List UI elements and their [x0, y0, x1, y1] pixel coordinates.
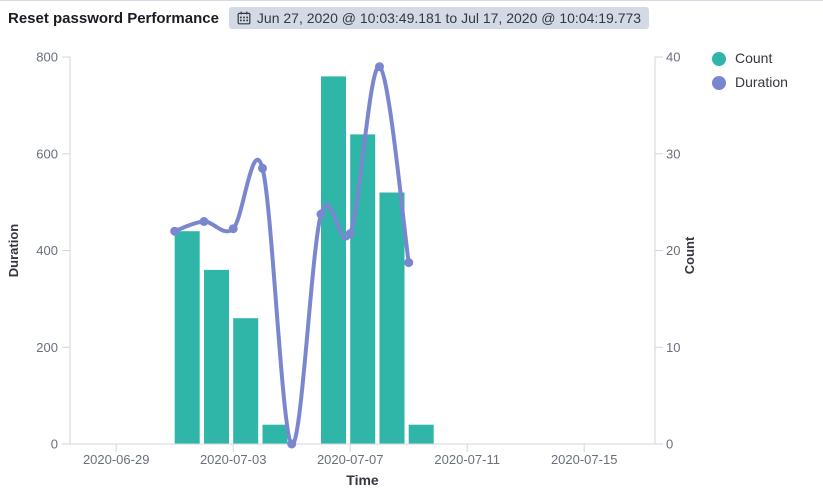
count-bar[interactable] — [262, 424, 288, 445]
legend-item-count[interactable]: Count — [712, 51, 788, 66]
left-axis-title: Duration — [6, 224, 21, 278]
count-bar[interactable] — [174, 231, 200, 445]
time-range-text: Jun 27, 2020 @ 10:03:49.181 to Jul 17, 2… — [256, 10, 642, 26]
chart-legend: Count Duration — [712, 51, 788, 90]
left-axis-tick-label: 0 — [51, 437, 58, 452]
right-axis-tick-label: 0 — [666, 437, 673, 452]
x-tick-label: 2020-07-15 — [551, 452, 618, 467]
legend-label-duration: Duration — [735, 74, 788, 90]
legend-label-count: Count — [735, 50, 773, 66]
calendar-icon — [237, 11, 251, 25]
count-series-dot — [712, 51, 726, 66]
duration-point[interactable] — [287, 439, 297, 449]
duration-series-dot — [712, 75, 726, 90]
right-axis-tick-label: 10 — [666, 340, 680, 355]
legend-item-duration[interactable]: Duration — [712, 75, 788, 90]
duration-point[interactable] — [375, 62, 384, 72]
right-axis-tick-label: 40 — [666, 50, 680, 65]
panel-title: Reset password Performance — [8, 9, 219, 27]
right-axis-tick-label: 20 — [666, 243, 680, 258]
x-tick-label: 2020-07-07 — [317, 452, 384, 467]
left-axis-tick-label: 800 — [36, 50, 58, 65]
x-tick-label: 2020-07-03 — [200, 452, 267, 467]
left-axis-tick-label: 600 — [36, 146, 58, 161]
panel-header: Reset password Performance Jun 27, 2020 … — [0, 1, 823, 35]
left-axis-tick-label: 200 — [36, 340, 58, 355]
count-bar[interactable] — [233, 318, 259, 444]
duration-point[interactable] — [345, 229, 355, 239]
x-tick-label: 2020-06-29 — [83, 452, 150, 467]
count-bar[interactable] — [379, 192, 405, 445]
count-bar[interactable] — [350, 134, 376, 444]
x-axis-title: Time — [346, 472, 379, 488]
duration-point[interactable] — [170, 226, 180, 236]
count-bar[interactable] — [408, 424, 434, 445]
duration-point[interactable] — [228, 224, 238, 234]
right-axis-tick-label: 30 — [666, 146, 680, 161]
x-tick-label: 2020-07-11 — [434, 452, 500, 467]
duration-point[interactable] — [199, 217, 209, 226]
left-axis-tick-label: 400 — [36, 243, 58, 258]
count-bar[interactable] — [204, 269, 229, 444]
time-range-badge[interactable]: Jun 27, 2020 @ 10:03:49.181 to Jul 17, 2… — [228, 7, 650, 29]
duration-point[interactable] — [404, 258, 414, 268]
right-axis-title: Count — [682, 236, 697, 274]
count-bar[interactable] — [321, 76, 346, 445]
duration-point[interactable] — [258, 163, 267, 173]
duration-point[interactable] — [316, 209, 326, 219]
